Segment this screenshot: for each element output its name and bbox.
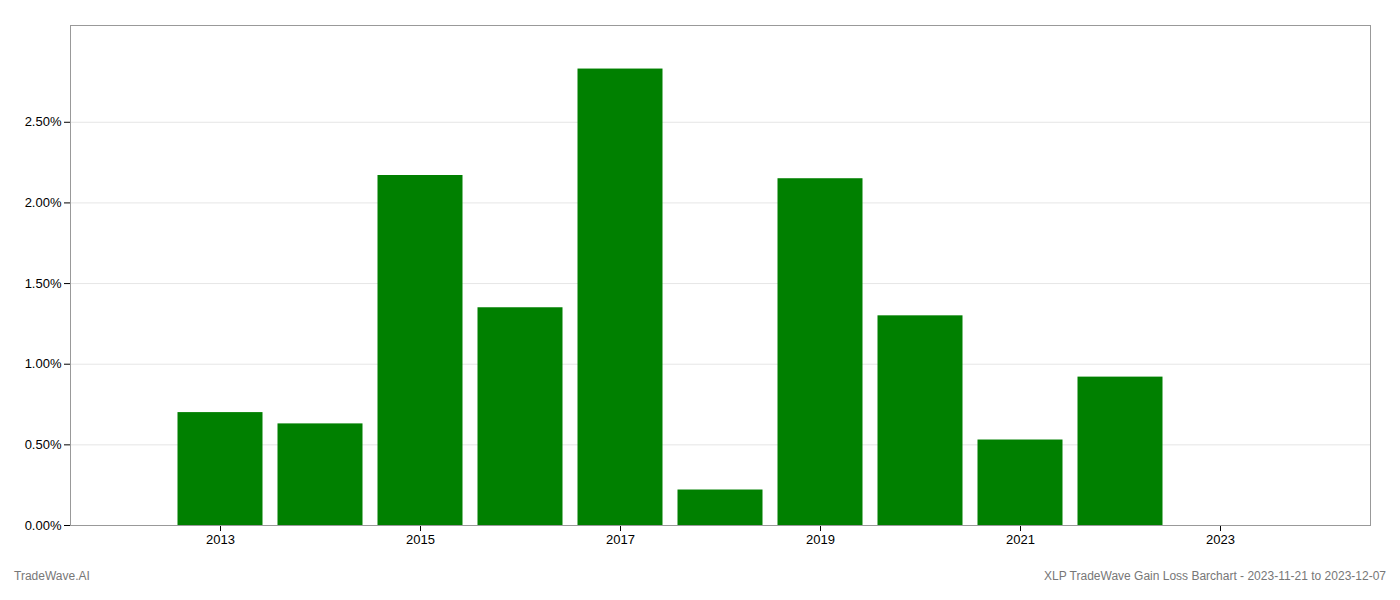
html-text:XLP TradeWave Gain Loss Barcha: XLP TradeWave Gain Loss Barchart - 2023-… bbox=[1044, 569, 1386, 583]
svg-text:2023: 2023 bbox=[1206, 532, 1235, 547]
svg-text:2015: 2015 bbox=[406, 532, 435, 547]
svg-text:2.00%: 2.00% bbox=[25, 195, 62, 210]
html-text:TradeWave.AI: TradeWave.AI bbox=[14, 569, 90, 583]
svg-text:0.50%: 0.50% bbox=[25, 437, 62, 452]
svg-text:2.50%: 2.50% bbox=[25, 114, 62, 129]
svg-text:2019: 2019 bbox=[806, 532, 835, 547]
svg-text:1.00%: 1.00% bbox=[25, 356, 62, 371]
svg-text:0.00%: 0.00% bbox=[25, 518, 62, 533]
svg-text:2013: 2013 bbox=[206, 532, 235, 547]
svg-text:2017: 2017 bbox=[606, 532, 635, 547]
svg-text:1.50%: 1.50% bbox=[25, 276, 62, 291]
svg-text:2021: 2021 bbox=[1006, 532, 1035, 547]
